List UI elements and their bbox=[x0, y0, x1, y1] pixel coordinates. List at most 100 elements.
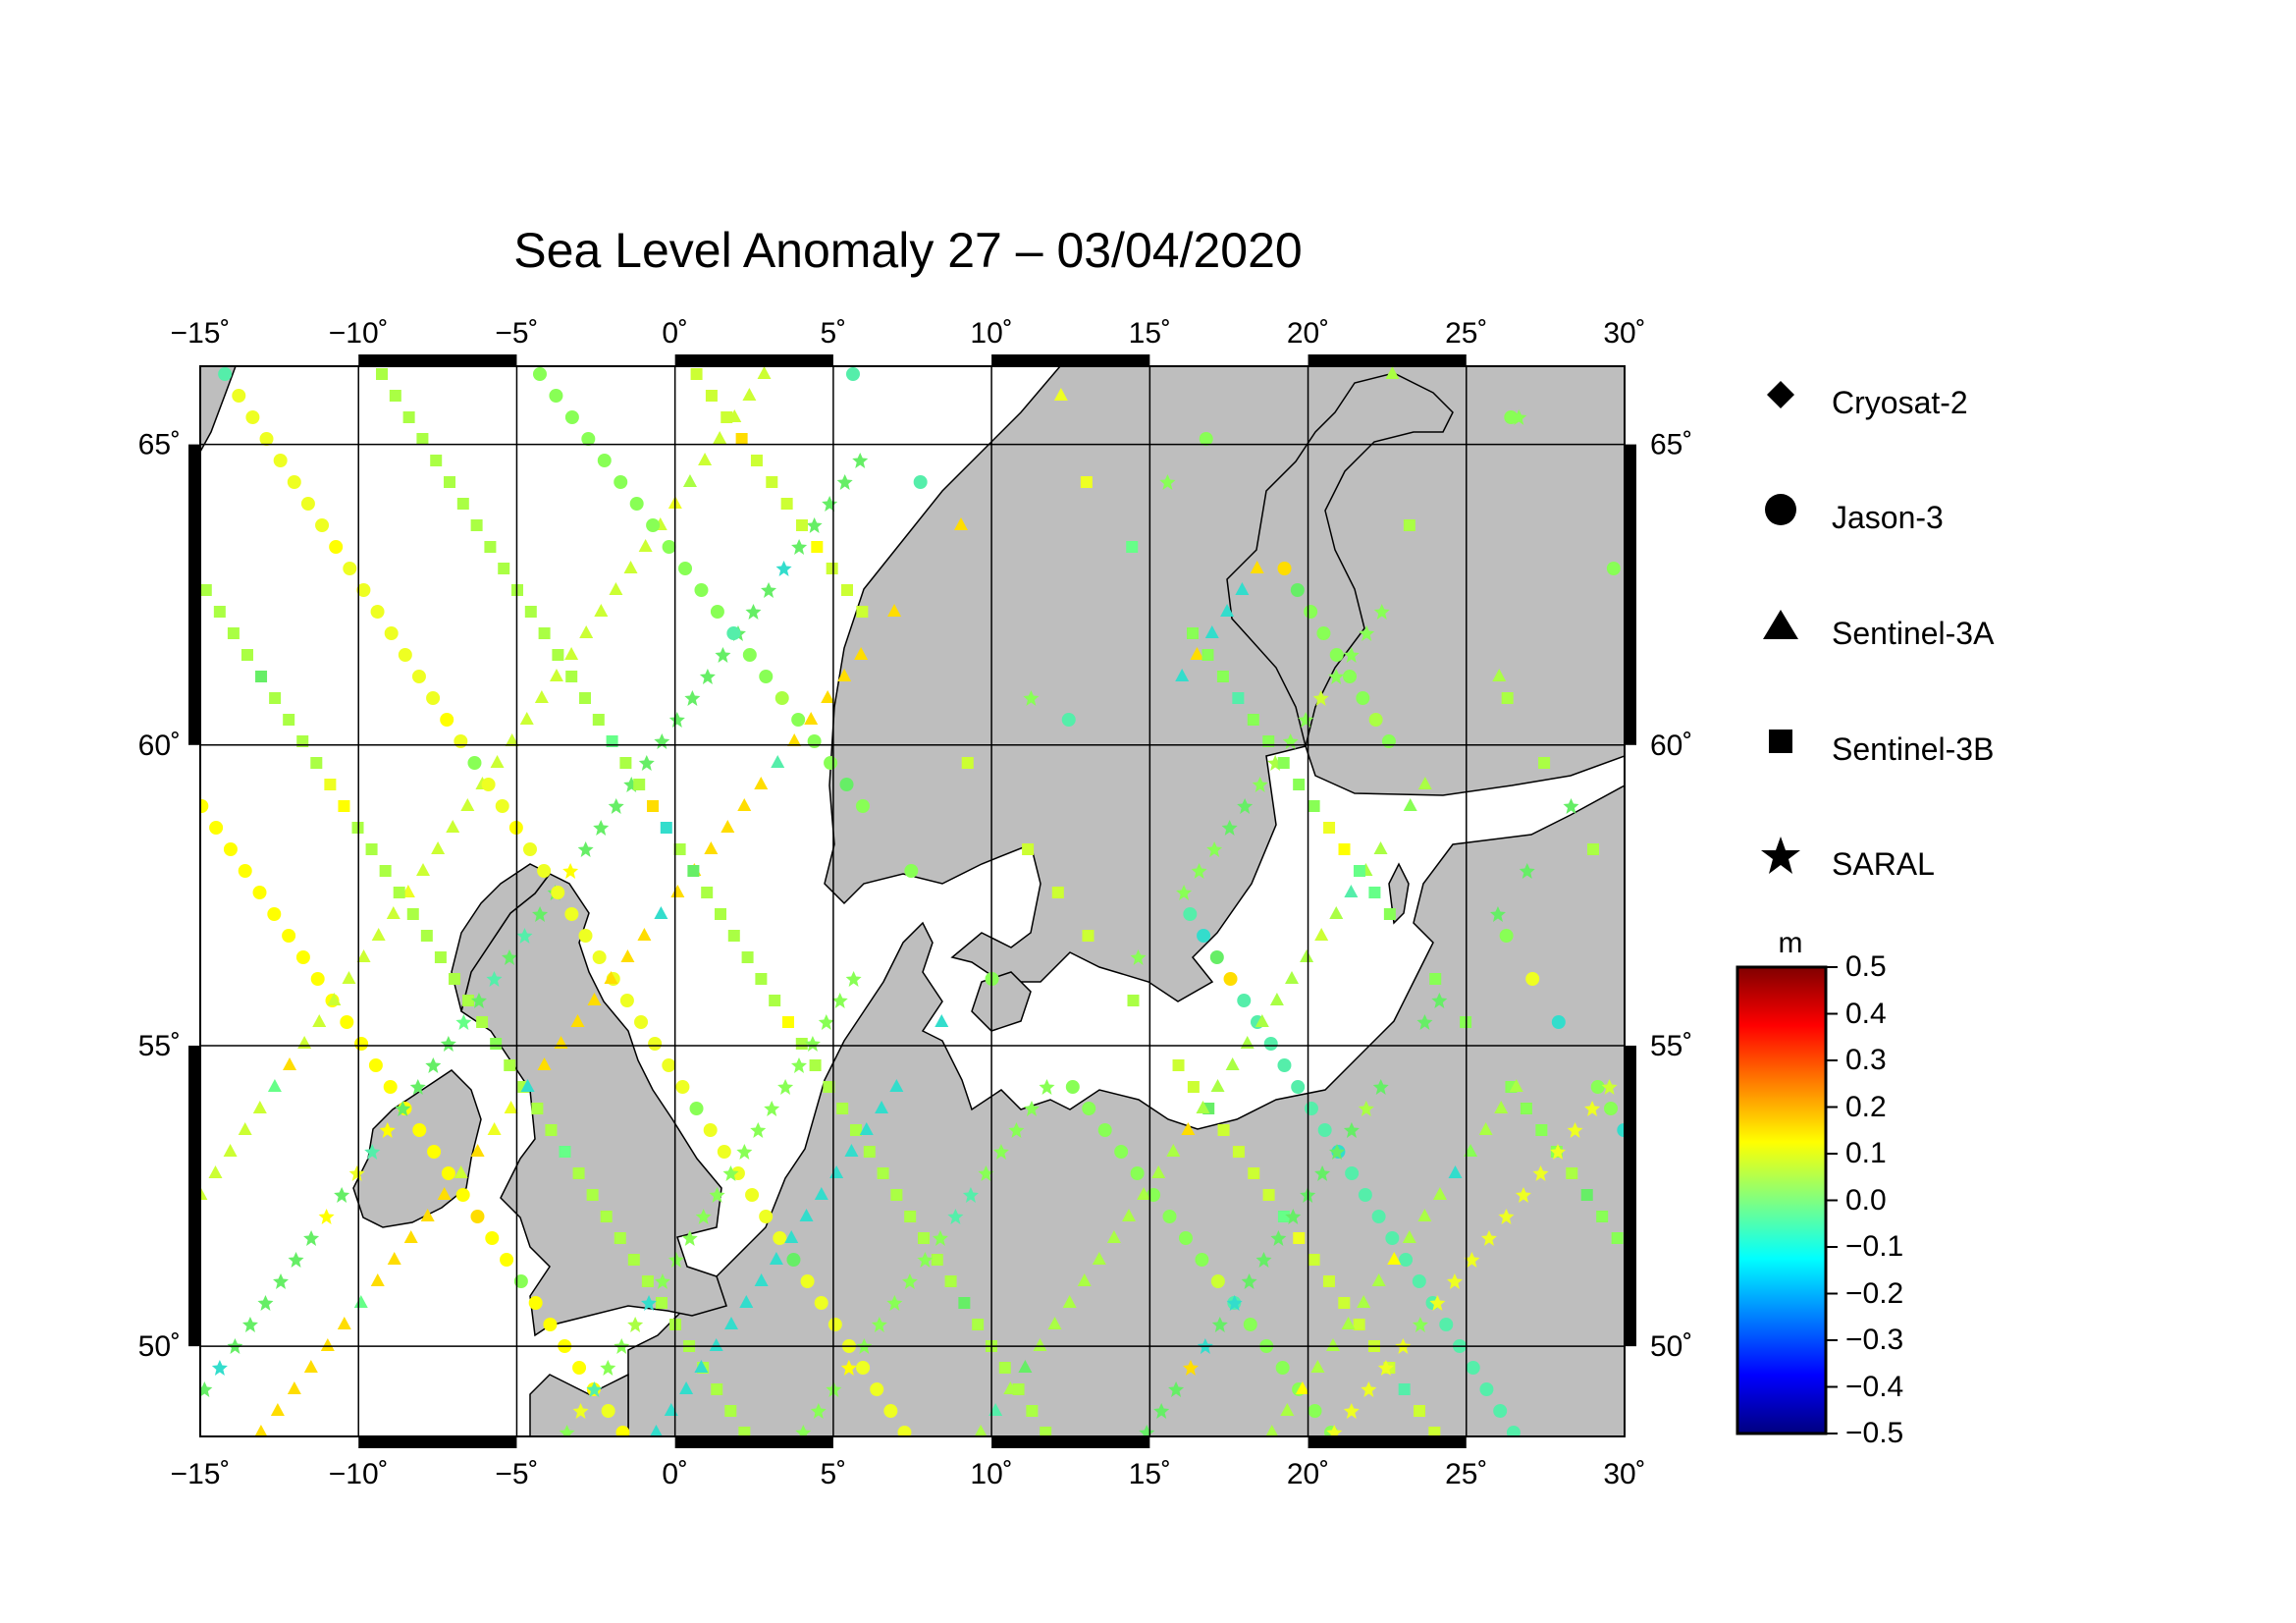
track-marker bbox=[627, 1317, 644, 1332]
track-marker bbox=[655, 1297, 667, 1309]
track-marker bbox=[739, 1295, 754, 1308]
lon-tick-label: 10˚ bbox=[970, 1458, 1012, 1490]
track-marker bbox=[498, 563, 510, 574]
track-marker bbox=[495, 799, 509, 813]
track-marker bbox=[800, 1274, 815, 1288]
track-marker bbox=[705, 390, 718, 402]
track-marker bbox=[283, 714, 295, 726]
track-marker bbox=[485, 1231, 500, 1245]
track-marker bbox=[1097, 1123, 1112, 1137]
track-marker bbox=[592, 950, 607, 964]
track-marker bbox=[623, 561, 638, 573]
track-marker bbox=[1022, 843, 1035, 855]
track-marker bbox=[1551, 1015, 1566, 1029]
track-marker bbox=[329, 540, 344, 554]
frame-bar bbox=[1625, 444, 1636, 745]
track-marker bbox=[520, 1079, 535, 1092]
map-frame-bars bbox=[188, 354, 1636, 1448]
track-marker bbox=[522, 842, 537, 856]
track-marker bbox=[403, 1230, 418, 1243]
legend-label: SARAL bbox=[1832, 846, 1935, 882]
lat-tick-label: 65˚ bbox=[1650, 429, 1692, 461]
lon-tick-label: −10˚ bbox=[329, 317, 389, 350]
track-marker bbox=[1211, 1317, 1228, 1332]
track-marker bbox=[790, 1057, 807, 1073]
track-marker bbox=[1358, 1101, 1374, 1116]
track-marker bbox=[430, 455, 443, 466]
track-marker bbox=[754, 1273, 769, 1286]
track-marker bbox=[470, 1144, 485, 1157]
colorbar-tick-label: −0.1 bbox=[1845, 1230, 1904, 1263]
track-marker bbox=[667, 1252, 684, 1268]
lon-tick-label: 30˚ bbox=[1603, 1458, 1645, 1490]
track-marker bbox=[1371, 1210, 1386, 1223]
track-marker bbox=[745, 604, 762, 620]
track-marker bbox=[440, 713, 454, 727]
track-marker bbox=[1439, 1318, 1454, 1331]
lat-tick-label: 50˚ bbox=[138, 1330, 181, 1363]
track-marker bbox=[252, 886, 267, 899]
track-marker bbox=[1493, 1404, 1508, 1418]
track-marker bbox=[587, 993, 602, 1005]
track-marker bbox=[736, 1144, 753, 1160]
track-marker bbox=[974, 1425, 988, 1436]
frame-bar bbox=[188, 444, 200, 745]
track-marker bbox=[1210, 1274, 1225, 1288]
track-marker bbox=[687, 865, 700, 877]
track-marker bbox=[742, 388, 757, 401]
track-marker bbox=[1387, 1252, 1402, 1265]
track-marker bbox=[619, 757, 632, 769]
track-marker bbox=[444, 476, 456, 488]
legend-label: Cryosat-2 bbox=[1832, 385, 1968, 420]
track-marker bbox=[200, 584, 212, 596]
track-marker bbox=[806, 517, 823, 533]
track-marker bbox=[1356, 691, 1370, 705]
track-marker bbox=[532, 367, 547, 381]
track-marker bbox=[440, 1036, 456, 1052]
track-marker bbox=[303, 1360, 318, 1373]
track-marker bbox=[807, 734, 822, 748]
track-marker bbox=[824, 756, 838, 770]
track-marker bbox=[883, 1404, 898, 1418]
track-marker bbox=[1343, 670, 1358, 683]
track-marker bbox=[738, 1427, 751, 1436]
track-marker bbox=[654, 906, 668, 919]
track-marker bbox=[1026, 1405, 1039, 1417]
colorbar-tick-label: 0.5 bbox=[1845, 950, 1887, 983]
track-marker bbox=[1220, 604, 1235, 617]
track-marker bbox=[694, 583, 709, 597]
track-marker bbox=[727, 930, 740, 942]
track-marker bbox=[875, 1101, 889, 1113]
lon-tick-label: 25˚ bbox=[1445, 1458, 1487, 1490]
track-marker bbox=[505, 733, 519, 746]
track-marker bbox=[1137, 1187, 1151, 1200]
track-marker bbox=[427, 1145, 442, 1159]
track-marker bbox=[871, 1317, 887, 1332]
track-marker bbox=[320, 1338, 335, 1351]
track-marker bbox=[327, 993, 342, 1005]
track-marker bbox=[1399, 1253, 1414, 1267]
track-marker bbox=[849, 1124, 862, 1136]
track-marker bbox=[1606, 562, 1621, 575]
track-marker bbox=[552, 649, 564, 661]
track-marker bbox=[901, 1273, 918, 1289]
track-marker bbox=[411, 670, 426, 683]
track-marker bbox=[709, 1338, 723, 1351]
track-marker bbox=[795, 519, 808, 531]
lon-tick-labels-top: −15˚ −10˚ −5˚ 0˚ 5˚ 10˚ 15˚ 20˚ 25˚ 30˚ bbox=[171, 317, 1646, 350]
track-marker bbox=[500, 1253, 514, 1267]
legend-item-saral: SARAL bbox=[1759, 835, 2073, 893]
track-marker bbox=[1326, 1338, 1341, 1351]
track-marker bbox=[1323, 822, 1336, 834]
track-marker bbox=[679, 1381, 694, 1394]
track-marker bbox=[831, 993, 848, 1008]
track-marker bbox=[269, 692, 282, 704]
track-marker bbox=[1151, 1165, 1166, 1178]
track-marker bbox=[828, 1318, 842, 1331]
track-marker bbox=[1494, 1101, 1509, 1113]
track-marker bbox=[836, 1103, 849, 1114]
track-marker bbox=[1190, 647, 1204, 660]
track-marker bbox=[287, 1381, 301, 1394]
track-marker bbox=[481, 778, 496, 791]
track-marker bbox=[1262, 735, 1275, 747]
